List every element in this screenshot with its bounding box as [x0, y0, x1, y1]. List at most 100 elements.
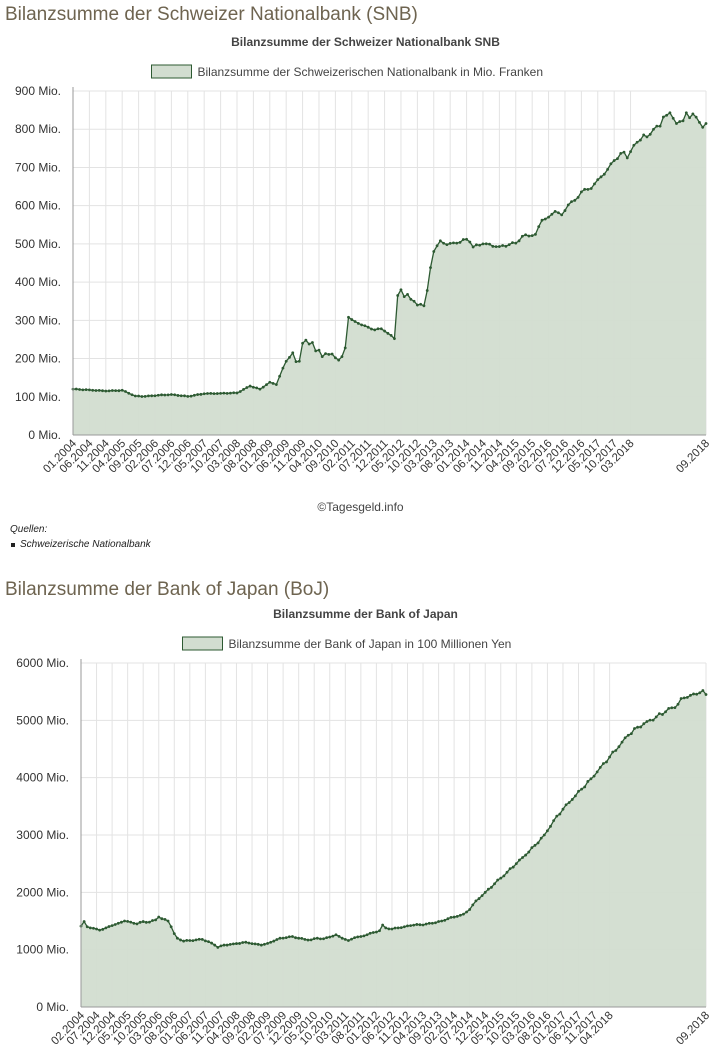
data-point	[589, 777, 593, 781]
data-point	[629, 150, 632, 154]
data-point	[381, 923, 385, 927]
data-point	[563, 209, 567, 212]
data-point	[458, 913, 462, 917]
data-point	[632, 143, 636, 147]
y-tick-label: 400 Mio.	[15, 275, 61, 289]
data-point	[287, 935, 291, 939]
data-point	[595, 770, 599, 774]
data-point	[536, 841, 540, 845]
data-point	[625, 156, 629, 160]
data-point	[219, 391, 222, 395]
sources-label: Quellen:	[10, 524, 48, 535]
data-point	[664, 710, 667, 714]
data-point	[304, 338, 308, 342]
data-point	[373, 328, 377, 332]
data-point	[494, 245, 498, 249]
data-point	[616, 157, 619, 161]
snb-balance-chart: Bilanzsumme der Schweizer Nationalbank S…	[15, 35, 712, 476]
data-point	[390, 927, 394, 931]
data-point	[614, 749, 618, 752]
data-point	[409, 924, 412, 927]
data-point	[609, 162, 613, 166]
data-point	[133, 394, 137, 398]
data-point	[430, 921, 434, 925]
data-point	[301, 341, 304, 345]
data-point	[491, 244, 495, 248]
data-point	[579, 190, 583, 194]
data-point	[661, 713, 664, 716]
data-point	[471, 245, 475, 249]
data-point	[592, 774, 596, 778]
data-point	[325, 936, 329, 940]
y-tick-label: 700 Mio.	[15, 160, 61, 174]
data-point	[78, 388, 81, 391]
data-point	[488, 242, 491, 246]
data-point	[478, 243, 482, 247]
data-point	[284, 936, 288, 940]
data-point	[347, 939, 350, 942]
data-point	[468, 240, 472, 244]
data-point	[421, 923, 425, 927]
data-point	[319, 937, 322, 941]
data-point	[540, 218, 544, 222]
data-point	[359, 935, 363, 938]
data-point	[384, 926, 388, 930]
data-point	[88, 926, 92, 930]
data-point	[206, 392, 209, 395]
data-point	[468, 908, 472, 911]
data-point	[356, 935, 360, 939]
data-point	[455, 241, 459, 245]
data-point	[448, 241, 452, 245]
data-point	[483, 890, 487, 894]
data-point	[307, 342, 311, 346]
y-tick-label: 2000 Mio.	[16, 885, 69, 899]
data-point	[589, 187, 593, 190]
data-point	[443, 918, 447, 922]
data-point	[219, 944, 223, 948]
data-point	[188, 939, 192, 942]
data-point	[251, 385, 255, 389]
data-point	[284, 359, 288, 363]
data-point	[300, 936, 304, 940]
data-point	[225, 943, 229, 947]
data-point	[558, 812, 562, 816]
data-point	[678, 120, 682, 123]
data-point	[580, 787, 584, 791]
legend-swatch	[182, 636, 223, 651]
data-point	[185, 939, 189, 942]
source-item[interactable]: Schweizerische Nationalbank	[10, 539, 151, 550]
data-point	[160, 393, 163, 397]
data-point	[212, 392, 216, 396]
data-point	[179, 394, 183, 398]
data-point	[427, 921, 431, 925]
data-point	[596, 178, 600, 182]
data-point	[248, 384, 252, 388]
data-point	[396, 294, 400, 297]
data-point	[114, 389, 118, 393]
data-point	[350, 937, 353, 941]
data-point	[207, 940, 210, 944]
data-point	[530, 234, 534, 238]
data-point	[429, 266, 432, 269]
source-link-snb[interactable]: Schweizerische Nationalbank	[20, 539, 151, 550]
data-point	[493, 882, 496, 886]
data-point	[652, 127, 655, 131]
data-point	[258, 387, 262, 391]
data-point	[278, 936, 282, 940]
data-point	[617, 745, 621, 749]
data-point	[297, 936, 301, 940]
data-point	[475, 243, 478, 247]
data-point	[593, 182, 596, 186]
data-point	[442, 241, 446, 245]
data-point	[202, 392, 206, 396]
data-point	[166, 393, 170, 397]
data-point	[611, 750, 615, 754]
data-point	[130, 393, 134, 397]
data-point	[567, 801, 571, 804]
data-point	[701, 689, 705, 692]
data-point	[98, 928, 102, 932]
data-point	[570, 798, 574, 801]
data-point	[586, 188, 590, 191]
data-point	[704, 122, 708, 125]
data-point	[104, 926, 108, 930]
